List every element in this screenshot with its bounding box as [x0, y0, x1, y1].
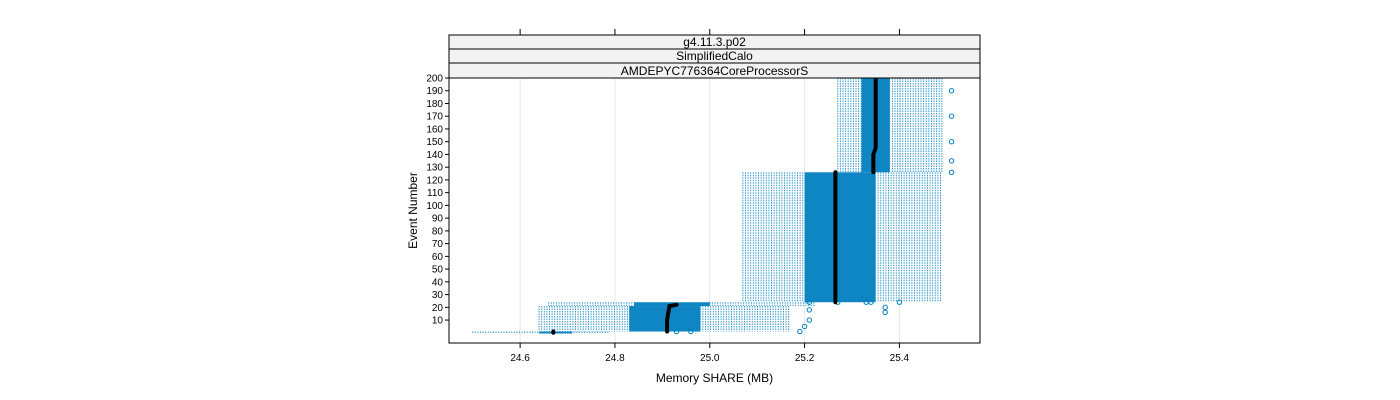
y-tick-label-6: 70 — [432, 239, 444, 250]
outlier-point-8 — [801, 323, 808, 330]
outlier-point-5 — [806, 299, 813, 305]
outlier-point-10 — [868, 299, 874, 305]
strip-label-3: AMDEPYC776364CoreProcessorS — [621, 64, 808, 78]
y-tick-label-15: 160 — [426, 124, 443, 135]
outlier-point-0 — [948, 169, 955, 175]
y-tick-label-14: 150 — [426, 137, 443, 148]
y-tick-label-2: 30 — [432, 290, 444, 301]
x-axis-label: Memory SHARE (MB) — [656, 371, 773, 385]
y-axis-label: Event Number — [406, 172, 420, 249]
y-tick-label-11: 120 — [426, 175, 443, 186]
strip-label-1: g4.11.3.p02 — [683, 35, 746, 49]
y-tick-label-17: 180 — [426, 99, 443, 110]
y-tick-label-1: 20 — [432, 303, 444, 314]
strip-headers: g4.11.3.p02 SimplifiedCalo AMDEPYC776364… — [448, 34, 981, 79]
median-line-4 — [871, 76, 878, 175]
outlier-point-3 — [948, 113, 955, 119]
x-tick-label-1: 24.8 — [605, 353, 625, 364]
x-axis: 24.6 24.8 25.0 25.2 25.4 — [510, 29, 910, 364]
y-tick-label-4: 50 — [432, 265, 444, 276]
y-axis: 1020304050607080901001101201301401501601… — [426, 74, 449, 327]
y-tick-label-0: 10 — [432, 316, 444, 327]
y-tick-label-19: 200 — [426, 74, 443, 85]
y-tick-label-18: 190 — [426, 86, 443, 97]
strip-label-2: SimplifiedCalo — [676, 49, 753, 63]
median-line-1 — [665, 302, 679, 334]
y-tick-label-10: 110 — [427, 188, 443, 199]
outlier-point-4 — [948, 88, 955, 94]
outlier-point-11 — [882, 304, 888, 311]
outlier-point-12 — [882, 309, 888, 316]
run-band-core-0 — [539, 331, 573, 334]
y-tick-label-9: 100 — [426, 201, 443, 212]
x-tick-label-4: 25.4 — [890, 353, 910, 364]
x-tick-label-0: 24.6 — [510, 353, 530, 364]
y-tick-label-3: 40 — [432, 277, 444, 288]
strip-3 — [448, 62, 981, 79]
y-tick-label-5: 60 — [432, 252, 444, 263]
outlier-points — [673, 88, 955, 335]
median-lines — [551, 76, 878, 335]
outlier-point-2 — [948, 139, 955, 145]
outlier-point-16 — [673, 328, 680, 335]
y-tick-label-13: 140 — [426, 150, 443, 161]
x-tick-label-3: 25.2 — [795, 353, 815, 364]
outlier-point-13 — [896, 299, 903, 305]
outlier-point-1 — [948, 158, 955, 164]
x-tick-label-2: 25.0 — [700, 353, 720, 364]
y-tick-label-7: 80 — [432, 226, 444, 237]
data-points — [472, 78, 943, 334]
outlier-point-7 — [806, 317, 813, 323]
y-tick-label-12: 130 — [426, 163, 443, 174]
run-band-core-1 — [629, 306, 701, 332]
y-tick-label-8: 90 — [432, 214, 444, 225]
run-band-core-3 — [804, 172, 876, 303]
y-tick-label-16: 170 — [426, 112, 443, 123]
outlier-point-17 — [797, 328, 803, 335]
outlier-point-6 — [806, 307, 813, 313]
outlier-point-15 — [688, 328, 694, 335]
